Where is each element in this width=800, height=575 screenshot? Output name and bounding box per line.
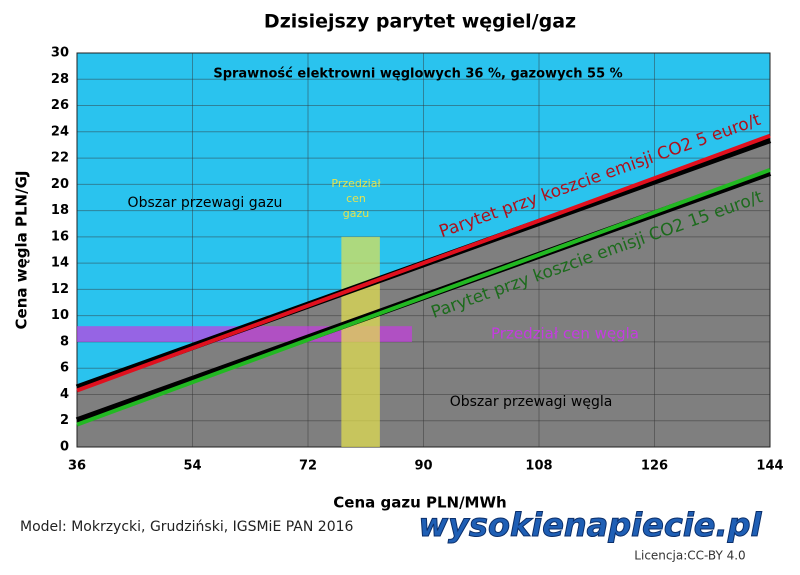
y-tick-label: 30 [51,46,69,61]
upper-area [77,53,770,388]
band-label: gazu [343,207,369,220]
y-tick-label: 18 [51,203,69,218]
line [76,168,771,427]
y-tick-label: 2 [60,413,69,428]
plot-frame [76,52,771,448]
y-tick-label: 4 [60,387,69,402]
y-tick-label: 12 [51,282,69,297]
y-tick-label: 24 [51,124,69,139]
source: Model: Mokrzycki, Grudziński, IGSMiE PAN… [20,519,354,535]
annotation: Obszar przewagi gazu [128,195,283,211]
y-tick-label: 16 [51,229,69,244]
y-tick-label: 0 [60,440,69,455]
y-tick-label: 22 [51,151,69,166]
y-tick-label: 8 [60,334,69,349]
y-axis-title: Cena węgla PLN/GJ [13,171,31,330]
y-tick-label: 10 [51,308,69,323]
logo: wysokienapiecie.pl [418,506,762,544]
band-label: Przedział cen węgla [491,325,639,343]
band [341,236,380,447]
y-tick-label: 20 [51,177,69,192]
x-tick-label: 72 [299,459,317,474]
annotation: Obszar przewagi węgla [450,394,613,410]
y-tick-label: 28 [51,72,69,87]
band-label: Przedział [331,177,381,190]
x-tick-label: 126 [641,459,668,474]
x-tick-label: 108 [525,459,552,474]
y-tick-label: 6 [60,361,69,376]
y-tick-label: 14 [51,256,69,271]
band-label: cen [346,192,366,205]
x-tick-label: 54 [183,459,201,474]
line [76,133,771,393]
x-axis-title: Cena gazu PLN/MWh [333,494,506,512]
x-tick-label: 144 [756,459,783,474]
y-tick-label: 26 [51,98,69,113]
x-tick-label: 90 [414,459,432,474]
chart-title: Dzisiejszy parytet węgiel/gaz [264,11,576,33]
license: Licencja:CC-BY 4.0 [634,549,745,563]
subtitle: Sprawność elektrowni węglowych 36 %, gaz… [213,67,622,82]
x-tick-label: 36 [68,459,86,474]
